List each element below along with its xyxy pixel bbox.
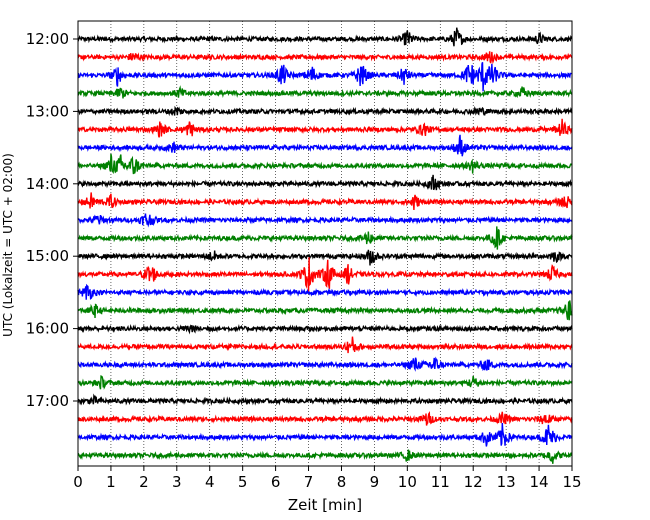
grid-lines — [110, 21, 540, 466]
x-tick-label: 6 — [271, 473, 281, 491]
x-axis-ticks: 0 1 2 3 4 5 6 7 8 9 10 11 12 13 14 15 — [73, 466, 582, 491]
trace-1300 — [77, 105, 573, 117]
trace-1230 — [77, 62, 573, 92]
y-tick-label: 12:00 — [26, 30, 69, 48]
x-tick-label: 11 — [431, 473, 450, 491]
trace-1600 — [77, 323, 573, 335]
trace-1330 — [77, 134, 573, 157]
trace-1400 — [77, 174, 573, 191]
trace-1345 — [77, 153, 573, 175]
trace-1630 — [77, 356, 573, 372]
trace-1430 — [77, 213, 573, 228]
trace-1245 — [77, 85, 573, 99]
trace-1615 — [77, 336, 573, 354]
trace-1315 — [77, 118, 573, 138]
y-tick-label: 17:00 — [26, 392, 69, 410]
x-axis-label: Zeit [min] — [288, 496, 362, 514]
trace-1200 — [77, 27, 573, 47]
x-tick-label: 13 — [497, 473, 516, 491]
trace-1700 — [77, 393, 573, 406]
trace-1515 — [77, 257, 573, 292]
x-tick-label: 1 — [106, 473, 116, 491]
trace-group — [77, 27, 573, 464]
x-tick-label: 9 — [370, 473, 380, 491]
y-tick-label: 13:00 — [26, 102, 69, 120]
trace-1445 — [77, 226, 573, 250]
x-tick-label: 14 — [530, 473, 549, 491]
x-tick-label: 8 — [337, 473, 347, 491]
trace-1415 — [77, 192, 573, 211]
trace-1215 — [77, 51, 573, 65]
x-tick-label: 4 — [205, 473, 215, 491]
y-tick-label: 16:00 — [26, 320, 69, 338]
x-tick-label: 0 — [73, 473, 83, 491]
y-tick-label: 14:00 — [26, 175, 69, 193]
trace-1500 — [77, 249, 573, 266]
trace-1530 — [77, 283, 573, 300]
x-tick-label: 10 — [398, 473, 417, 491]
trace-1545 — [77, 300, 573, 321]
trace-1730 — [77, 422, 573, 447]
plot-frame — [77, 20, 573, 467]
x-tick-label: 12 — [464, 473, 483, 491]
y-axis-ticks: 12:00 13:00 14:00 15:00 16:00 17:00 — [26, 30, 78, 410]
y-tick-label: 15:00 — [26, 247, 69, 265]
trace-1645 — [77, 375, 573, 390]
x-tick-label: 3 — [172, 473, 182, 491]
y-axis-label: UTC (Lokalzeit = UTC + 02:00) — [1, 153, 15, 337]
x-tick-label: 7 — [304, 473, 314, 491]
trace-1715 — [77, 411, 573, 426]
x-tick-label: 15 — [562, 473, 581, 491]
x-tick-label: 2 — [139, 473, 149, 491]
x-tick-label: 5 — [238, 473, 248, 491]
trace-1745 — [77, 449, 573, 464]
